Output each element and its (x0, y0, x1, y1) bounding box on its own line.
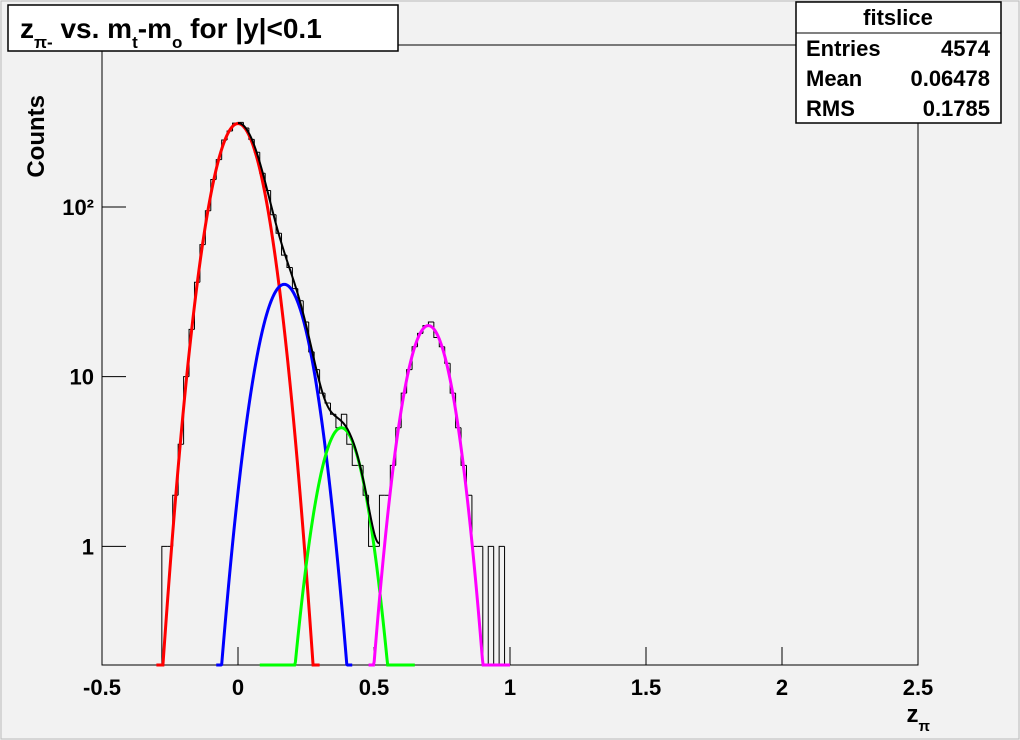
fit-curve (259, 426, 415, 667)
stats-key: RMS (806, 96, 855, 121)
x-tick-label: 0.5 (359, 675, 390, 700)
total-fit-curve (237, 122, 380, 545)
stats-key: Mean (806, 66, 862, 91)
y-tick-label: 10 (70, 365, 94, 390)
stats-key: Entries (806, 36, 881, 61)
title-part: z (20, 13, 34, 44)
histogram-bin (378, 494, 385, 547)
x-label-sub: π (919, 718, 931, 735)
x-tick-label: 1 (504, 675, 516, 700)
title-box (7, 4, 399, 52)
title-sub: t (132, 33, 138, 52)
x-tick-label: 2.5 (903, 675, 934, 700)
histogram-bin (487, 545, 494, 665)
frame (101, 44, 919, 666)
stats-box (795, 1, 1002, 124)
stats-value: 4574 (941, 36, 991, 61)
title-part: vs. m (53, 13, 132, 44)
chart-title: zπ- vs. mt-mo for |y|<0.1 (20, 13, 322, 52)
stats-rows: Entries 4574 Mean 0.06478 RMS 0.1785 (806, 36, 991, 121)
histogram-bin (340, 413, 347, 428)
histogram-bin (324, 393, 331, 404)
histogram-bin (346, 414, 353, 445)
x-tick-label: 0 (232, 675, 244, 700)
x-tick-label: 2 (776, 675, 788, 700)
fit-curve (368, 324, 510, 667)
title-sub: π- (34, 33, 53, 52)
stats-title: fitslice (863, 5, 933, 30)
x-axis-label: zπ (907, 701, 931, 735)
histogram-bin (498, 545, 505, 665)
stats-value: 0.1785 (923, 96, 990, 121)
histogram-bin (351, 444, 358, 466)
title-part: for |y|<0.1 (182, 13, 321, 44)
title-sub: o (172, 33, 182, 52)
title-part: -m (138, 13, 172, 44)
fit-curve (216, 282, 353, 667)
y-tick-label: 1 (82, 534, 94, 559)
stats-value: 0.06478 (910, 66, 990, 91)
histogram-bin (161, 545, 168, 665)
plot: -0.5 0 0.5 1 1.5 2 2.5 1 10 10² (62, 121, 934, 700)
y-tick-label: 10² (62, 195, 94, 220)
x-tick-label: -0.5 (83, 675, 121, 700)
y-axis-label: Counts (23, 95, 50, 178)
x-tick-label: 1.5 (631, 675, 662, 700)
x-label-part: z (907, 701, 919, 728)
